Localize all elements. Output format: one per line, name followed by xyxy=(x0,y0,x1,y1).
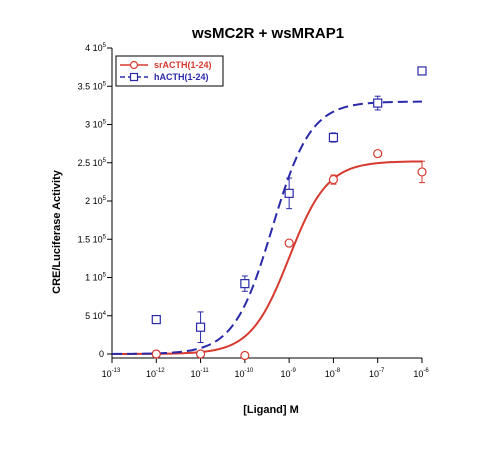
data-points xyxy=(151,66,427,361)
x-axis-label: [Ligand] M xyxy=(243,404,299,416)
data-point-square xyxy=(417,66,427,76)
data-point-square xyxy=(328,132,339,143)
data-point-square xyxy=(195,322,206,332)
y-tick-label: 2.5 105 xyxy=(78,158,107,168)
fit-curve-hACTH xyxy=(111,100,423,355)
chart-title: wsMC2R + wsMRAP1 xyxy=(191,25,344,42)
y-tick-label: 3.5 105 xyxy=(78,81,107,91)
data-point-square xyxy=(373,98,383,108)
data-point-circle xyxy=(151,349,161,359)
data-point-circle xyxy=(195,349,206,359)
legend-label: hACTH(1-24) xyxy=(154,72,209,82)
legend-marker-square xyxy=(129,72,139,82)
y-tick-label: 0 xyxy=(99,349,104,359)
y-axis-label: CRE/Luciferase Activity xyxy=(51,169,63,294)
axes: 0 5 104 1 105 1.5 105 2 105 2.5 105 3 105 3.5 1… xyxy=(78,43,430,379)
x-tick-label: 10-6 xyxy=(413,368,429,379)
x-tick-label: 10-9 xyxy=(280,368,296,379)
data-point-circle xyxy=(284,238,294,248)
legend: srACTH(1-24) hACTH(1-24) xyxy=(115,55,224,87)
data-point-circle xyxy=(328,174,339,185)
y-tick-label: 1 105 xyxy=(85,273,107,283)
legend-label: srACTH(1-24) xyxy=(154,60,212,70)
y-tick-label: 5 104 xyxy=(85,311,107,321)
data-point-circle xyxy=(373,148,383,159)
data-point-circle xyxy=(240,350,250,361)
fit-curves xyxy=(111,100,423,355)
data-point-circle xyxy=(417,167,427,177)
y-tick-label: 4 105 xyxy=(85,43,107,53)
x-tick-label: 10-7 xyxy=(369,368,385,379)
y-tick-label: 2 105 xyxy=(85,196,107,206)
x-tick-label: 10-8 xyxy=(325,368,341,379)
data-point-square xyxy=(151,314,161,325)
x-tick-label: 10-12 xyxy=(146,368,165,379)
legend-marker-circle xyxy=(129,60,139,70)
y-tick-label: 3 105 xyxy=(85,120,107,130)
data-point-square xyxy=(284,188,294,198)
y-tick-label: 1.5 105 xyxy=(78,234,107,244)
x-tick-label: 10-13 xyxy=(102,368,121,379)
x-tick-label: 10-11 xyxy=(190,368,209,379)
x-tick-label: 10-10 xyxy=(235,368,254,379)
data-point-square xyxy=(240,279,250,289)
fit-curve-srACTH xyxy=(112,160,423,355)
